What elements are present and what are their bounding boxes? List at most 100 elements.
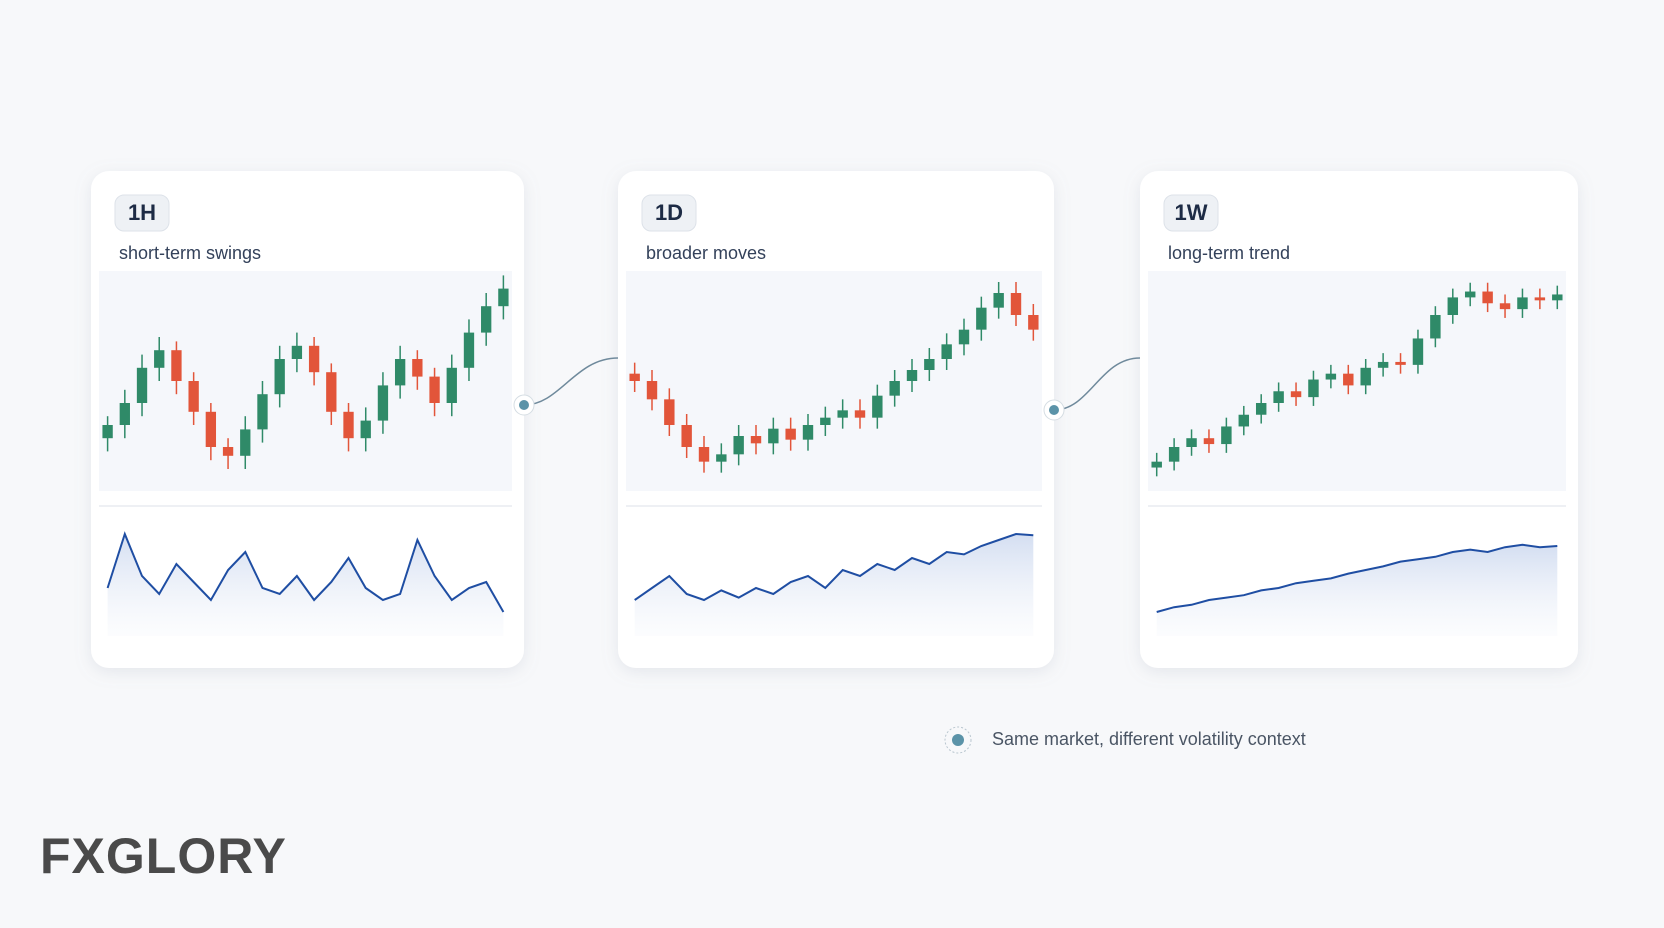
candle-body: [872, 395, 883, 418]
volatility-area: [1156, 544, 1558, 636]
caption: short-term swings: [119, 243, 261, 263]
candle-body: [1343, 373, 1354, 386]
candle-body: [1273, 391, 1284, 403]
candle-body: [102, 425, 113, 439]
volatility-line: [634, 532, 1034, 602]
note-ring: [944, 726, 972, 754]
candle-body: [1010, 293, 1022, 315]
candle-body: [1028, 315, 1039, 330]
caption: broader moves: [646, 243, 766, 263]
candle-body: [1464, 291, 1476, 298]
band: [99, 271, 512, 491]
badge-text: 1D: [655, 200, 683, 225]
candle-body: [976, 307, 987, 330]
candle-body: [924, 359, 935, 370]
card: 1D broader moves: [618, 171, 1054, 668]
candle-body: [446, 367, 457, 403]
candle-body: [274, 359, 285, 395]
candle-body: [1221, 426, 1232, 445]
candle-body: [1517, 297, 1528, 310]
candle-body: [854, 410, 866, 418]
candle-body: [1412, 338, 1424, 365]
candle-body: [136, 367, 148, 403]
candle-body: [1203, 438, 1215, 445]
candle-body: [326, 372, 337, 412]
candle-body: [188, 381, 199, 412]
caption: long-term trend: [1168, 243, 1290, 263]
candle-body: [257, 394, 268, 430]
volatility-line: [106, 531, 505, 613]
candle-body: [205, 411, 217, 447]
candle-body: [698, 447, 710, 462]
candle-body: [750, 436, 762, 444]
candle-body: [481, 306, 492, 333]
volatility-area: [107, 534, 504, 636]
candle-body: [768, 428, 779, 444]
candle-body: [1499, 303, 1511, 310]
candle-body: [1186, 438, 1197, 447]
candle-body: [664, 399, 675, 425]
candle-body: [958, 329, 970, 345]
connector-dot: [1049, 405, 1059, 415]
candle-body: [681, 425, 692, 447]
candle-body: [1447, 297, 1459, 315]
candle-body: [1325, 373, 1337, 380]
candle-body: [240, 429, 251, 456]
candle-body: [837, 410, 848, 418]
note: Same market, different volatility contex…: [992, 729, 1306, 749]
badge: [114, 194, 170, 232]
candle-body: [1308, 379, 1319, 398]
candle-body: [1552, 294, 1563, 301]
card: 1H short-term swings: [91, 171, 524, 668]
badge-text: 1H: [128, 200, 156, 225]
candle-body: [629, 373, 640, 381]
candle-body: [646, 381, 658, 400]
candle-body: [906, 370, 918, 381]
candle-body: [343, 411, 354, 439]
candle-body: [993, 293, 1004, 308]
connector: [523, 357, 619, 406]
candle-body: [941, 344, 952, 359]
candle-body: [377, 385, 389, 421]
candle-body: [1534, 297, 1546, 301]
candle-body: [119, 403, 130, 425]
candle-body: [1360, 367, 1371, 386]
candle-body: [820, 417, 831, 425]
candle-body: [802, 425, 814, 440]
connector-dot: [519, 400, 529, 410]
badge: [641, 194, 697, 232]
candle-body: [1377, 361, 1389, 368]
card: 1W long-term trend: [1140, 171, 1578, 668]
band: [1148, 271, 1566, 491]
candle-body: [1395, 361, 1406, 365]
band: [626, 271, 1042, 491]
candle-body: [1255, 403, 1267, 415]
badge-text: 1W: [1175, 200, 1208, 225]
candle-body: [498, 288, 509, 307]
logo: FXGLORY: [40, 828, 287, 884]
volatility-area: [634, 534, 1034, 636]
note-dot: [952, 734, 964, 746]
volatility-line: [1156, 543, 1558, 613]
candle-body: [463, 332, 475, 368]
candle-body: [1168, 447, 1180, 462]
candle-body: [1151, 461, 1162, 468]
candle-body: [394, 359, 406, 386]
candle-body: [785, 428, 796, 440]
candle-body: [889, 381, 900, 396]
candle-body: [429, 376, 440, 403]
candle-body: [733, 436, 744, 455]
candle-body: [171, 350, 182, 381]
candle-body: [308, 345, 320, 373]
candle-body: [360, 420, 371, 439]
candle-body: [1238, 414, 1250, 427]
candle-body: [1290, 391, 1302, 398]
candle-body: [154, 350, 165, 368]
candle-body: [716, 454, 727, 462]
candle-body: [1482, 291, 1493, 304]
connector: [1053, 357, 1141, 411]
candle-body: [291, 345, 303, 359]
badge: [1163, 194, 1219, 232]
candle-body: [412, 359, 423, 377]
